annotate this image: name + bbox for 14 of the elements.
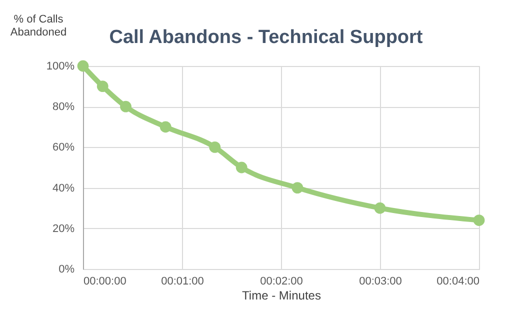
x-tick-label: 00:00:00 xyxy=(84,276,126,288)
chart-title: Call Abandons - Technical Support xyxy=(109,27,424,48)
y-tick-label: 60% xyxy=(52,142,75,154)
y-axis-title: % of Calls Abandoned xyxy=(10,14,67,38)
y-tick-label: 100% xyxy=(46,60,75,72)
y-tick-label: 0% xyxy=(58,264,75,276)
x-tick-label: 00:04:00 xyxy=(436,276,480,288)
x-tick-label: 00:03:00 xyxy=(359,276,402,288)
x-tick-label: 00:01:00 xyxy=(161,276,204,288)
x-axis-title: Time - Minutes xyxy=(242,288,321,302)
y-tick-label: 20% xyxy=(52,222,75,235)
x-tick-label: 00:02:00 xyxy=(260,276,303,288)
y-tick-label: 80% xyxy=(52,101,75,114)
y-tick-label: 40% xyxy=(52,182,75,194)
